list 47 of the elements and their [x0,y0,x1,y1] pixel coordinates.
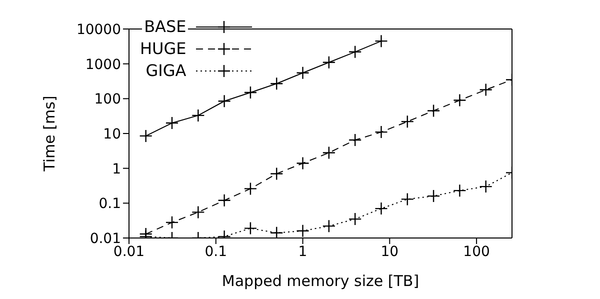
legend-label: HUGE [138,38,188,60]
point [348,133,362,147]
point [479,83,492,96]
x-axis-title: Mapped memory size [TB] [222,272,420,290]
point [322,146,336,160]
point [374,34,388,48]
point [165,116,179,130]
point [296,66,310,80]
point [322,219,336,233]
point [348,212,362,226]
y-tick-label: 10 [103,126,121,142]
point [479,180,492,194]
y-tick-label: 1 [112,161,121,178]
point [374,125,388,139]
point [426,189,440,203]
point [270,167,284,180]
point [244,182,258,196]
point [244,222,258,235]
point [322,56,336,69]
point [218,94,231,108]
point [165,216,179,230]
x-tick-label: 100 [463,244,490,260]
point [426,104,440,118]
point [400,192,414,206]
point [139,129,152,143]
point [453,94,466,107]
point [270,77,284,90]
y-tick-label: 10000 [76,22,121,38]
point [348,45,362,59]
x-tick-label: 0.1 [204,244,228,260]
point [374,202,388,216]
legend-label: BASE [142,16,188,38]
point [270,226,284,238]
y-tick-label: 1000 [85,56,121,73]
point [296,156,310,170]
point [400,114,414,128]
x-tick-label: 10 [380,244,399,260]
point [453,184,466,198]
point [192,108,205,122]
y-axis-title: Time [ms] [40,96,58,172]
y-tick-label: 0.1 [98,196,121,212]
legend-label: GIGA [144,60,188,82]
point [218,194,231,208]
x-tick-label: 1 [298,244,308,260]
y-tick-label: 100 [94,92,121,108]
point [244,86,258,100]
point [192,206,205,219]
